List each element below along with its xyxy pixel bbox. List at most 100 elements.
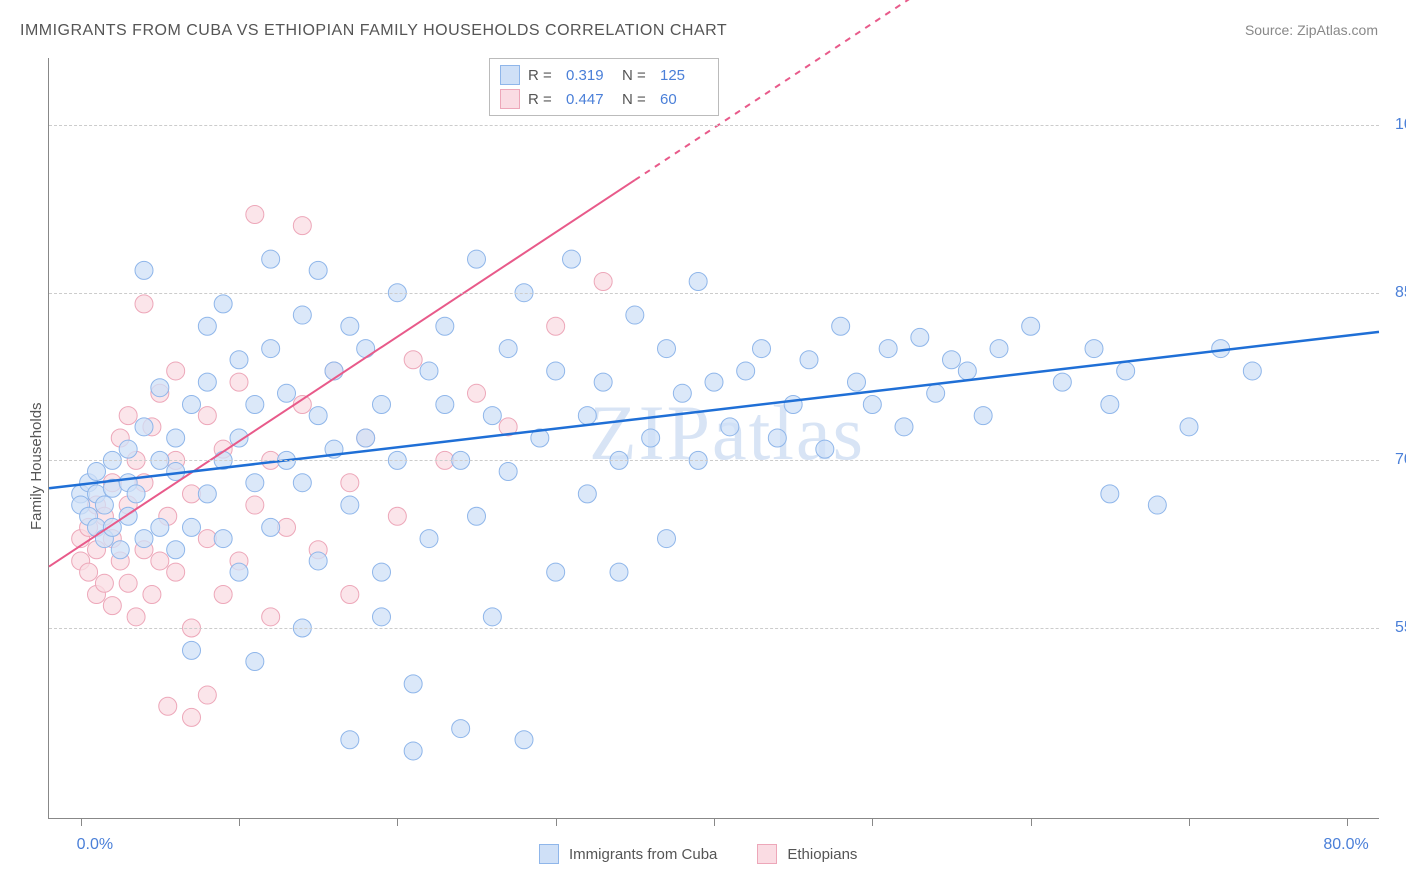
data-point [816,440,834,458]
data-point [404,351,422,369]
data-point [127,608,145,626]
data-point [230,351,248,369]
data-point [214,530,232,548]
data-point [879,340,897,358]
data-point [198,686,216,704]
data-point [95,496,113,514]
data-point [673,384,691,402]
grid-line [49,125,1379,126]
data-point [974,407,992,425]
data-point [468,250,486,268]
legend-series: Immigrants from Cuba Ethiopians [539,844,857,864]
data-point [658,340,676,358]
data-point [373,395,391,413]
data-point [642,429,660,447]
data-point [167,541,185,559]
data-point [167,362,185,380]
data-point [262,340,280,358]
data-point [119,407,137,425]
data-point [309,552,327,570]
data-point [547,317,565,335]
data-point [895,418,913,436]
data-point [198,317,216,335]
data-point [705,373,723,391]
data-point [436,317,454,335]
data-point [784,395,802,413]
data-point [246,496,264,514]
data-point [943,351,961,369]
series-label-ethiopians: Ethiopians [787,846,857,863]
x-tick [1189,818,1190,826]
data-point [341,585,359,603]
data-point [293,217,311,235]
y-tick-label: 100.0% [1385,116,1406,134]
data-point [958,362,976,380]
data-point [80,563,98,581]
data-point [151,552,169,570]
data-point [373,563,391,581]
r-value-ethiopians: 0.447 [566,91,614,108]
data-point [848,373,866,391]
y-axis-title: Family Households [28,402,45,530]
data-point [578,407,596,425]
data-point [1180,418,1198,436]
data-point [183,708,201,726]
legend-row-ethiopians: R = 0.447 N = 60 [500,87,708,111]
swatch-ethiopians [757,844,777,864]
data-point [214,295,232,313]
data-point [341,317,359,335]
data-point [436,395,454,413]
data-point [135,418,153,436]
x-tick [81,818,82,826]
n-label: N = [622,91,652,108]
data-point [610,563,628,581]
data-point [626,306,644,324]
data-point [468,384,486,402]
y-tick-label: 55.0% [1385,619,1406,637]
data-point [1243,362,1261,380]
data-point [230,563,248,581]
x-tick [872,818,873,826]
data-point [499,340,517,358]
data-point [127,485,145,503]
x-axis-min-label: 0.0% [77,836,113,854]
x-tick [1347,818,1348,826]
data-point [214,585,232,603]
data-point [689,273,707,291]
chart-canvas [49,58,1379,818]
data-point [341,474,359,492]
data-point [246,395,264,413]
data-point [1085,340,1103,358]
legend-correlation: R = 0.319 N = 125 R = 0.447 N = 60 [489,58,719,116]
data-point [88,463,106,481]
data-point [135,295,153,313]
n-value-ethiopians: 60 [660,91,708,108]
data-point [452,720,470,738]
chart-title: IMMIGRANTS FROM CUBA VS ETHIOPIAN FAMILY… [20,22,727,40]
data-point [578,485,596,503]
x-tick [1031,818,1032,826]
data-point [103,597,121,615]
swatch-ethiopians [500,89,520,109]
data-point [388,507,406,525]
data-point [357,340,375,358]
x-tick [556,818,557,826]
data-point [404,675,422,693]
data-point [547,362,565,380]
data-point [167,429,185,447]
data-point [483,407,501,425]
grid-line [49,293,1379,294]
data-point [768,429,786,447]
data-point [262,608,280,626]
data-point [1117,362,1135,380]
data-point [658,530,676,548]
data-point [1101,395,1119,413]
n-label: N = [622,67,652,84]
y-tick-label: 85.0% [1385,284,1406,302]
x-tick [397,818,398,826]
data-point [990,340,1008,358]
data-point [594,373,612,391]
data-point [262,518,280,536]
data-point [95,574,113,592]
data-point [468,507,486,525]
